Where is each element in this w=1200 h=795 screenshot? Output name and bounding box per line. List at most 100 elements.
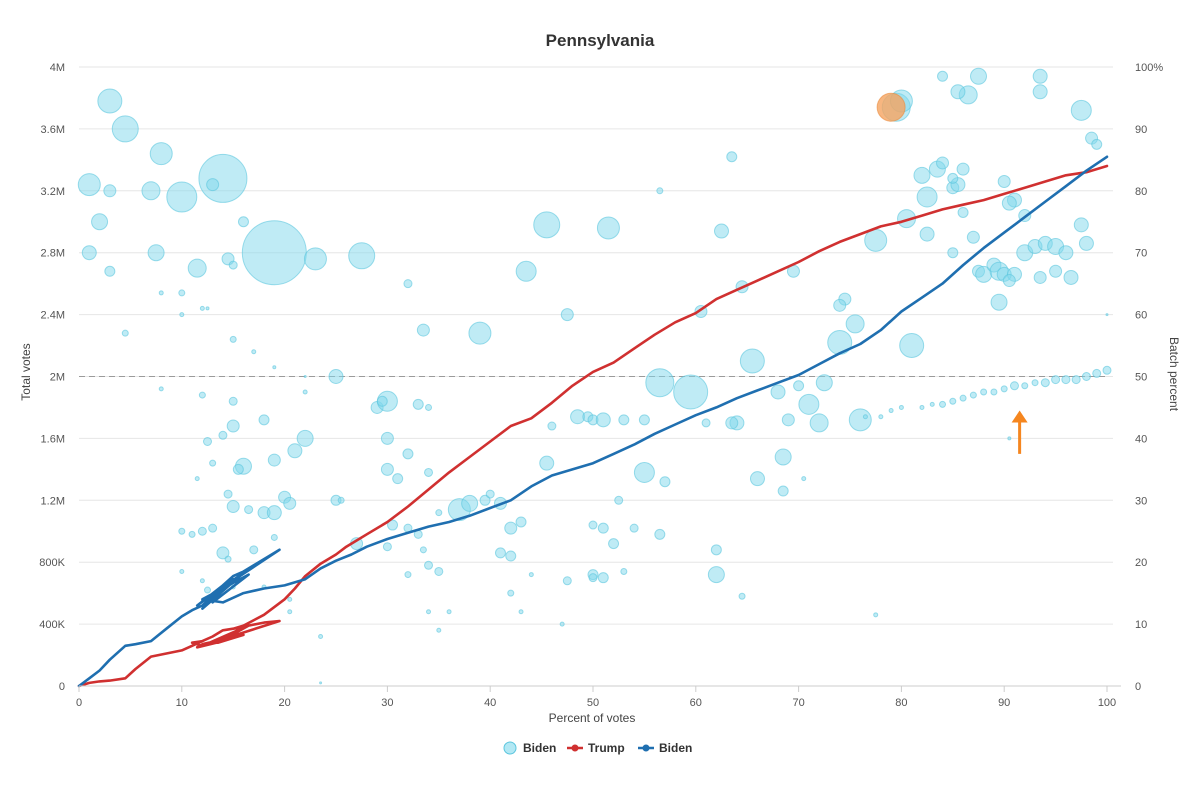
bubble-point (382, 542, 392, 552)
bubble-point (178, 527, 186, 535)
x-tick-label: 0 (76, 697, 82, 709)
bubble-point (990, 388, 998, 396)
bubble-point (198, 153, 248, 203)
bubble-point (862, 414, 868, 420)
bubble-point (507, 589, 515, 597)
bubble-point (111, 115, 139, 143)
bubble-point (461, 494, 479, 512)
bubble-point (1033, 270, 1047, 284)
legend-item-line-trump[interactable]: Trump (567, 741, 625, 755)
bubble-point (485, 489, 495, 499)
bubble-point (969, 391, 977, 399)
bubble-point (249, 545, 259, 555)
bubble-point (218, 430, 228, 440)
bubble-point (659, 476, 671, 488)
bubble-point (103, 184, 117, 198)
legend-item-line-biden[interactable]: Biden (638, 741, 692, 755)
bubble-point (178, 289, 186, 297)
bubble-point (1073, 217, 1089, 233)
y-tick-label: 2.8M (41, 248, 65, 260)
bubble-point (1007, 436, 1012, 441)
bubble-point (287, 443, 303, 459)
bubble-point (504, 521, 518, 535)
bubble-point (947, 172, 959, 184)
bubble-point (997, 175, 1011, 189)
bubble-point (302, 389, 308, 395)
x-tick-label: 10 (176, 697, 188, 709)
x-tick-label: 100 (1098, 697, 1116, 709)
bubble-point (620, 567, 628, 575)
bubble-point (864, 228, 888, 252)
y-tick-label: 1.6M (41, 433, 65, 445)
bubble-point (559, 621, 565, 627)
bubble-point (739, 348, 765, 374)
bubble-point (187, 258, 207, 278)
x-tick-label: 30 (381, 697, 393, 709)
legend-marker (571, 744, 579, 752)
annotation-arrow (1011, 410, 1028, 454)
bubble-point (629, 523, 639, 533)
legend: Biden Trump Biden (503, 741, 692, 755)
bubble-point (878, 414, 884, 420)
bubble-point (673, 374, 709, 410)
legend-item-bubble-biden[interactable]: Biden (503, 741, 556, 755)
bubble-point (793, 380, 805, 392)
arrow-head (1011, 410, 1028, 423)
bubble-point (533, 211, 561, 239)
bubble-point (781, 413, 795, 427)
bubble-point (77, 173, 101, 197)
bubble-point (633, 461, 655, 483)
y2-axis-title: Batch percent (1167, 337, 1181, 412)
bubble-point (81, 245, 97, 261)
legend-label: Biden (659, 741, 692, 755)
y-tick-label: 2M (50, 372, 65, 384)
bubble-point (618, 414, 630, 426)
bubble-point (287, 609, 293, 615)
bubble-point (1102, 365, 1112, 375)
bubble-point (645, 368, 675, 398)
legend-label: Trump (588, 741, 625, 755)
bubble-point (950, 84, 966, 100)
y2-tick-label: 70 (1135, 248, 1147, 260)
bubble-point (226, 419, 240, 433)
bubble-point (270, 533, 278, 541)
chart-title: Pennsylvania (546, 31, 655, 50)
bubble-point (1081, 372, 1091, 381)
bubble-point (833, 298, 847, 312)
bubble-point (1058, 245, 1074, 261)
bubble-point (204, 586, 211, 594)
bubble-point (798, 393, 820, 415)
bubble-point (966, 230, 980, 244)
bubble-point (149, 142, 173, 166)
x-tick-label: 50 (587, 697, 599, 709)
bubble-point (272, 365, 277, 370)
bubble-point (188, 530, 196, 538)
y-tick-label: 3.6M (41, 124, 65, 136)
y2-tick-label: 10 (1135, 619, 1147, 631)
line-trump (77, 164, 1109, 688)
bubble-point (158, 290, 164, 296)
bubble-point (468, 321, 492, 345)
y-tick-label: 3.2M (41, 186, 65, 198)
legend-label: Biden (523, 741, 556, 755)
bubble-point (436, 627, 442, 633)
bubble-point (1061, 375, 1071, 385)
bubble-point (1049, 264, 1063, 278)
bubble-point (232, 463, 244, 475)
bubble-point (656, 187, 664, 195)
bubble-point (392, 473, 404, 485)
bubble-point (815, 374, 833, 392)
bubble-point (121, 329, 129, 337)
bubble-point (899, 333, 925, 359)
bubble-point (1105, 313, 1109, 317)
bubble-point (198, 391, 206, 399)
y-tick-label: 400K (39, 619, 65, 631)
y2-tick-label: 0 (1135, 681, 1141, 693)
bubble-point (809, 413, 829, 433)
bubble-point (1001, 195, 1017, 211)
bubble-point (596, 216, 620, 240)
bubble-point (1071, 375, 1081, 385)
bubble-point (919, 226, 935, 242)
bubble-point (251, 349, 257, 355)
bubble-point (228, 260, 238, 270)
